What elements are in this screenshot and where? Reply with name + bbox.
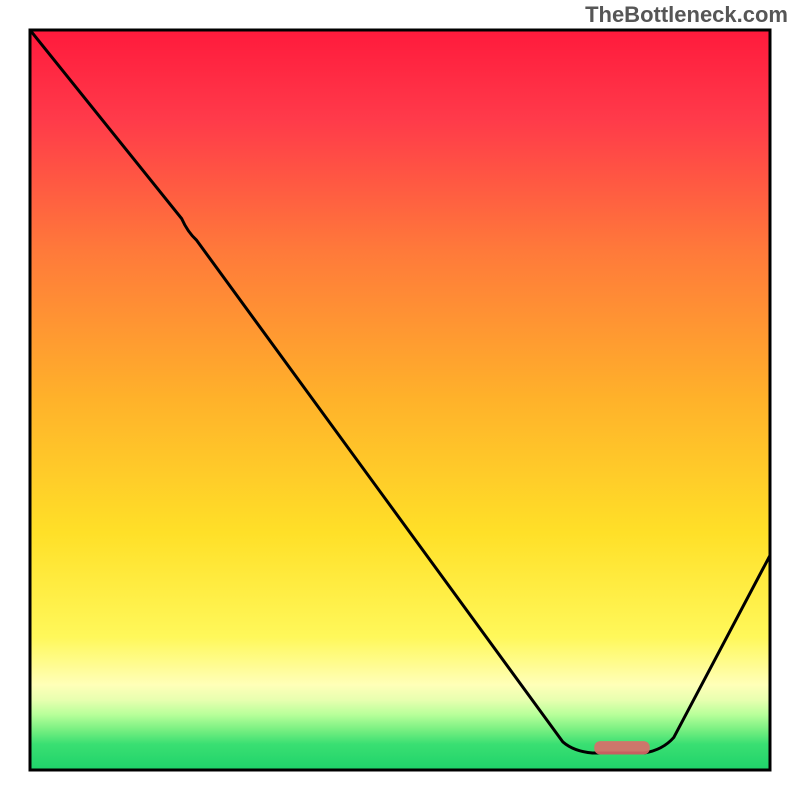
attribution-text: TheBottleneck.com — [585, 2, 788, 28]
optimal-marker — [594, 741, 650, 754]
chart-container: TheBottleneck.com — [0, 0, 800, 800]
plot-background — [30, 30, 770, 770]
bottleneck-chart — [0, 0, 800, 800]
